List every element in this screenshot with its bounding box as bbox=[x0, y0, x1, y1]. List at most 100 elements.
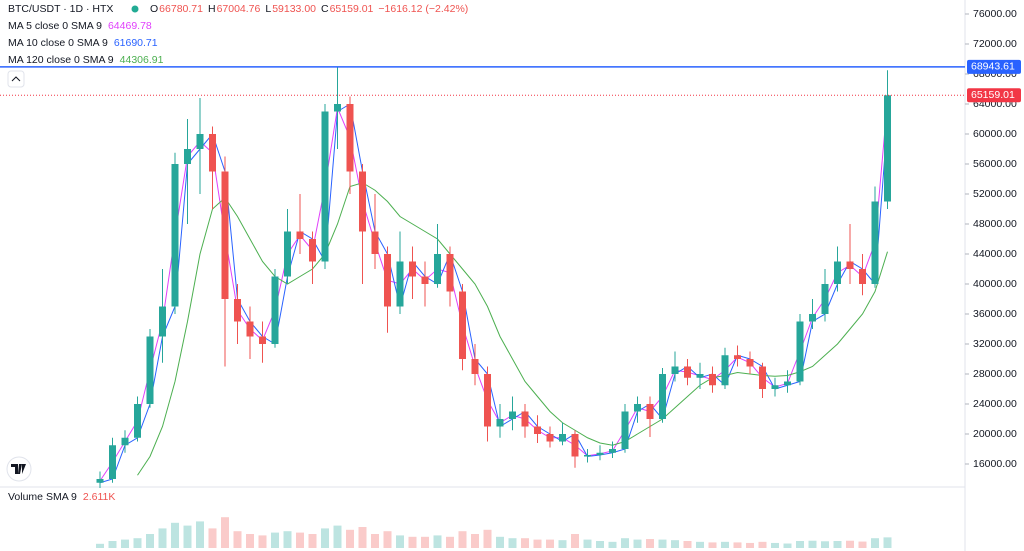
candle-body bbox=[221, 171, 229, 299]
volume-bar bbox=[321, 528, 329, 548]
volume-bar bbox=[146, 534, 154, 548]
candle-body bbox=[846, 261, 854, 269]
symbol: BTC/USDT · 1D · HTX bbox=[8, 3, 113, 15]
y-tick-label: 60000.00 bbox=[973, 128, 1017, 140]
y-tick-label: 24000.00 bbox=[973, 398, 1017, 410]
candle-body bbox=[634, 403, 641, 412]
volume-bar bbox=[696, 541, 704, 548]
candle-body bbox=[871, 201, 879, 284]
volume-bar bbox=[333, 525, 342, 548]
volume-bar bbox=[708, 542, 717, 548]
volume-bar bbox=[446, 536, 454, 548]
candle-body bbox=[134, 403, 141, 438]
volume-bar bbox=[358, 527, 367, 548]
candle-body bbox=[271, 276, 279, 344]
volume-bar bbox=[583, 539, 592, 548]
volume-bar bbox=[258, 535, 267, 548]
volume-bar bbox=[421, 536, 429, 548]
candle-body bbox=[546, 433, 554, 442]
candle-body bbox=[446, 253, 454, 292]
candle-body bbox=[396, 261, 404, 307]
candle-body bbox=[671, 366, 679, 374]
candle-body bbox=[121, 437, 129, 446]
volume-bar bbox=[808, 540, 817, 548]
volume-bar bbox=[508, 538, 517, 548]
candle-body bbox=[684, 366, 691, 378]
volume-bar bbox=[346, 529, 354, 548]
candle-body bbox=[821, 283, 829, 314]
volume-bar bbox=[621, 538, 629, 548]
ohlc-value: 67004.76 bbox=[217, 3, 261, 15]
volume-bar bbox=[821, 541, 829, 548]
candle-body bbox=[484, 373, 491, 427]
candle-body bbox=[496, 418, 504, 427]
y-tick-label: 16000.00 bbox=[973, 458, 1017, 470]
volume-bar bbox=[783, 543, 792, 548]
collapse-button[interactable] bbox=[7, 70, 25, 88]
price-label: 65159.01 bbox=[971, 89, 1015, 101]
y-tick-label: 48000.00 bbox=[973, 218, 1017, 230]
candle-body bbox=[834, 261, 841, 284]
volume-bar bbox=[558, 540, 567, 548]
ma-legend-value: 64469.78 bbox=[108, 20, 152, 32]
candle-body bbox=[234, 298, 241, 322]
volume-bar bbox=[196, 521, 204, 548]
ohlc-label: L bbox=[265, 3, 271, 15]
volume-bar bbox=[871, 538, 879, 548]
candle-body bbox=[209, 134, 216, 172]
candle-body bbox=[459, 291, 466, 359]
tv-logo bbox=[6, 456, 32, 482]
ma-legend-name: MA 10 close 0 SMA 9 bbox=[8, 37, 108, 49]
volume-bar bbox=[883, 537, 892, 548]
volume-bar bbox=[671, 540, 679, 548]
y-tick-label: 40000.00 bbox=[973, 278, 1017, 290]
y-tick-label: 72000.00 bbox=[973, 38, 1017, 50]
volume-bar bbox=[396, 535, 404, 548]
volume-bar bbox=[758, 541, 767, 548]
y-tick-label: 20000.00 bbox=[973, 428, 1017, 440]
candle-body bbox=[96, 478, 104, 483]
candle-body bbox=[521, 411, 529, 427]
volume-bar bbox=[483, 529, 492, 548]
volume-bar bbox=[108, 541, 117, 548]
candle-body bbox=[584, 454, 591, 457]
ma-legend-value: 44306.91 bbox=[120, 54, 164, 66]
ohlc-label: H bbox=[208, 3, 216, 15]
volume-bar bbox=[133, 538, 142, 548]
candle-body bbox=[659, 373, 666, 419]
y-tick-label: 28000.00 bbox=[973, 368, 1017, 380]
candle-body bbox=[471, 358, 479, 374]
candle-body bbox=[309, 239, 316, 262]
candle-body bbox=[809, 313, 816, 322]
candle-body bbox=[334, 104, 341, 112]
volume-bar bbox=[771, 542, 779, 548]
ohlc-value: 66780.71 bbox=[159, 3, 203, 15]
ohlc-value: 59133.00 bbox=[272, 3, 316, 15]
candle-body bbox=[721, 355, 729, 386]
volume-bar bbox=[608, 541, 617, 548]
candle-body bbox=[296, 231, 304, 240]
candle-body bbox=[709, 373, 716, 386]
candle-body bbox=[734, 355, 741, 359]
candle-body bbox=[771, 385, 779, 389]
candle-body bbox=[171, 164, 179, 307]
status-dot bbox=[131, 5, 139, 13]
candle-body bbox=[109, 445, 116, 479]
candle-body bbox=[371, 231, 379, 254]
volume-bar bbox=[271, 532, 279, 548]
volume-bar bbox=[183, 525, 192, 548]
collapse-icon bbox=[11, 76, 21, 82]
volume-bar bbox=[171, 522, 179, 548]
volume-bar bbox=[121, 539, 129, 548]
candle-body bbox=[246, 321, 254, 337]
volume-bar bbox=[746, 542, 754, 548]
volume-bar bbox=[158, 528, 167, 548]
candle-body bbox=[434, 253, 441, 284]
price-label: 68943.61 bbox=[971, 61, 1015, 73]
volume-bar bbox=[383, 531, 392, 548]
ma-line bbox=[99, 103, 888, 484]
candle-body bbox=[346, 104, 354, 172]
ohlc-label: O bbox=[150, 3, 158, 15]
